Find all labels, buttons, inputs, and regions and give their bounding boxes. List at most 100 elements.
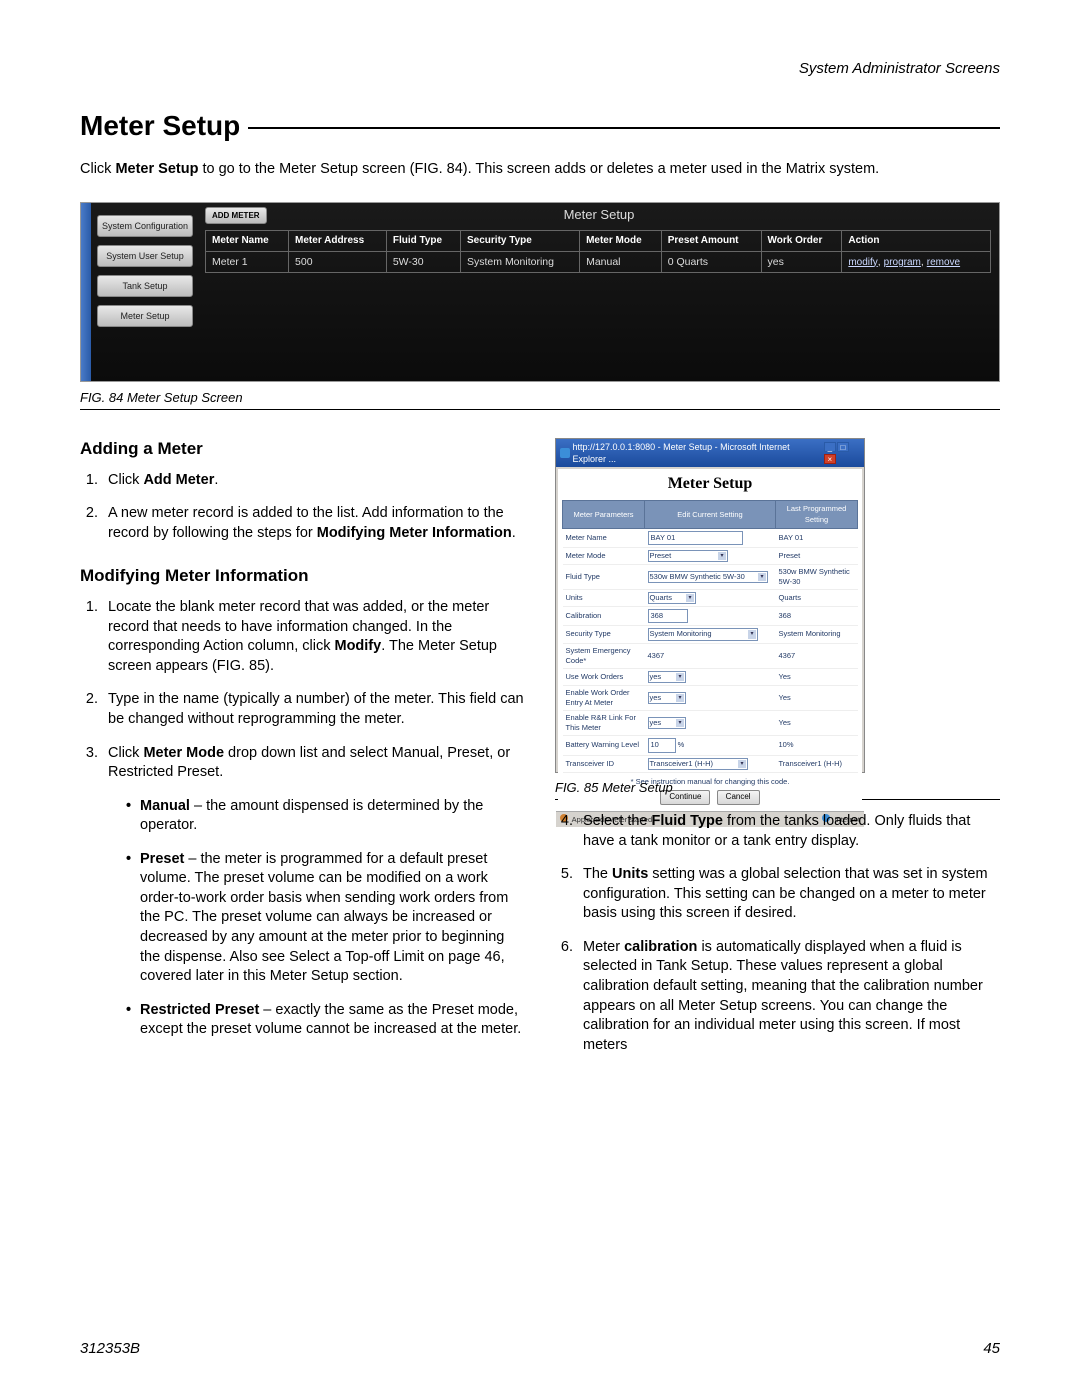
cancel-button[interactable]: Cancel	[717, 790, 760, 805]
param-label: Enable Work Order Entry At Meter	[563, 685, 645, 710]
modify-link[interactable]: modify	[848, 257, 877, 268]
step: Click Add Meter.	[102, 471, 525, 491]
sidebar-tab[interactable]: Meter Setup	[97, 305, 193, 327]
text-input[interactable]: BAY 01	[648, 531, 743, 545]
param-row: Meter ModePreset▾ Preset	[563, 547, 858, 564]
ie-icon	[560, 448, 570, 458]
modifying-meter-heading: Modifying Meter Information	[80, 565, 525, 588]
page-title: Meter Setup	[80, 110, 240, 142]
param-control: yes▾	[645, 711, 776, 736]
param-label: Enable R&R Link For This Meter	[563, 711, 645, 736]
param-last: 530w BMW Synthetic 5W-30	[776, 564, 858, 589]
param-last: BAY 01	[776, 528, 858, 547]
step: Meter calibration is automatically displ…	[577, 938, 1000, 1055]
param-label: System Emergency Code*	[563, 643, 645, 668]
fig85-titlebar: http://127.0.0.1:8080 - Meter Setup - Mi…	[556, 439, 864, 467]
param-label: Battery Warning Level	[563, 736, 645, 755]
chevron-down-icon: ▾	[676, 719, 683, 727]
param-row: System Emergency Code*43674367	[563, 643, 858, 668]
col-header: Work Order	[761, 230, 842, 251]
param-last: 368	[776, 607, 858, 626]
chevron-down-icon: ▾	[676, 673, 683, 681]
chevron-down-icon: ▾	[738, 760, 745, 768]
cell: 5W-30	[386, 251, 460, 272]
param-row: Use Work Ordersyes▾ Yes	[563, 668, 858, 685]
param-label: Meter Name	[563, 528, 645, 547]
param-row: Transceiver IDTransceiver1 (H-H)▾Transce…	[563, 755, 858, 772]
col-header: Meter Name	[206, 230, 289, 251]
param-row: Security TypeSystem Monitoring▾ System Mo…	[563, 626, 858, 643]
col-header: Edit Current Setting	[645, 501, 776, 528]
param-control: 10 %	[645, 736, 776, 755]
param-last: Yes	[776, 711, 858, 736]
bullet: Preset – the meter is programmed for a d…	[126, 850, 525, 987]
col-header: Security Type	[461, 230, 580, 251]
maximize-icon[interactable]: □	[837, 442, 849, 452]
add-meter-button[interactable]: ADD METER	[205, 207, 267, 224]
param-last: 10%	[776, 736, 858, 755]
sidebar-tab[interactable]: Tank Setup	[97, 275, 193, 297]
close-icon[interactable]: ×	[824, 454, 836, 464]
select-input[interactable]: yes▾	[648, 671, 686, 683]
param-row: Meter NameBAY 01BAY 01	[563, 528, 858, 547]
text-input[interactable]: 368	[648, 609, 688, 623]
step: The Units setting was a global selection…	[577, 865, 1000, 924]
col-header: Last Programmed Setting	[776, 501, 858, 528]
sidebar-tab[interactable]: System User Setup	[97, 245, 193, 267]
param-row: Calibration368368	[563, 607, 858, 626]
cell-actions: modify, program, remove	[842, 251, 991, 272]
fig85-screenshot: http://127.0.0.1:8080 - Meter Setup - Mi…	[555, 438, 865, 773]
param-row: Fluid Type530w BMW Synthetic 5W-30▾530w …	[563, 564, 858, 589]
param-row: Battery Warning Level10 %10%	[563, 736, 858, 755]
param-control: 530w BMW Synthetic 5W-30▾	[645, 564, 776, 589]
right-column: http://127.0.0.1:8080 - Meter Setup - Mi…	[555, 438, 1000, 1070]
param-control: Transceiver1 (H-H)▾	[645, 755, 776, 772]
select-input[interactable]: System Monitoring▾	[648, 628, 758, 640]
col-header: Preset Amount	[661, 230, 761, 251]
intro-paragraph: Click Meter Setup to go to the Meter Set…	[80, 160, 1000, 180]
param-last: Preset	[776, 547, 858, 564]
select-input[interactable]: yes▾	[648, 717, 686, 729]
text-input[interactable]: 10	[648, 738, 676, 752]
step: Select the Fluid Type from the tanks loa…	[577, 812, 1000, 851]
select-input[interactable]: Transceiver1 (H-H)▾	[648, 758, 748, 770]
param-control: 368	[645, 607, 776, 626]
step: A new meter record is added to the list.…	[102, 504, 525, 543]
left-column: Adding a Meter Click Add Meter. A new me…	[80, 438, 525, 1070]
cell: 500	[289, 251, 387, 272]
minimize-icon[interactable]: _	[824, 442, 836, 452]
remove-link[interactable]: remove	[927, 257, 960, 268]
program-link[interactable]: program	[884, 257, 921, 268]
step: Type in the name (typically a number) of…	[102, 690, 525, 729]
param-last: System Monitoring	[776, 626, 858, 643]
param-control: yes▾	[645, 668, 776, 685]
fig84-rule	[80, 409, 1000, 410]
chevron-down-icon: ▾	[758, 573, 765, 581]
cell: Manual	[580, 251, 662, 272]
select-input[interactable]: Preset▾	[648, 550, 728, 562]
bullet: Manual – the amount dispensed is determi…	[126, 797, 525, 836]
param-label: Transceiver ID	[563, 755, 645, 772]
select-input[interactable]: Quarts▾	[648, 592, 696, 604]
param-row: Enable R&R Link For This Meteryes▾ Yes	[563, 711, 858, 736]
title-rule	[248, 127, 1000, 129]
select-input[interactable]: 530w BMW Synthetic 5W-30▾	[648, 571, 768, 583]
param-last: Yes	[776, 668, 858, 685]
chevron-down-icon: ▾	[676, 694, 683, 702]
cell: 0 Quarts	[661, 251, 761, 272]
sidebar-tab[interactable]: System Configuration	[97, 215, 193, 237]
col-header: Meter Address	[289, 230, 387, 251]
param-label: Use Work Orders	[563, 668, 645, 685]
param-row: Enable Work Order Entry At Meteryes▾Yes	[563, 685, 858, 710]
cell: yes	[761, 251, 842, 272]
param-control: System Monitoring▾	[645, 626, 776, 643]
fig84-caption: FIG. 84 Meter Setup Screen	[80, 390, 1000, 405]
step: Click Meter Mode drop down list and sele…	[102, 744, 525, 1040]
adding-meter-heading: Adding a Meter	[80, 438, 525, 461]
fig84-sidebar: System Configuration System User Setup T…	[91, 203, 199, 381]
param-label: Meter Mode	[563, 547, 645, 564]
select-input[interactable]: yes▾	[648, 692, 686, 704]
param-control: Quarts▾	[645, 590, 776, 607]
param-label: Security Type	[563, 626, 645, 643]
fig84-bluebar	[81, 203, 91, 381]
